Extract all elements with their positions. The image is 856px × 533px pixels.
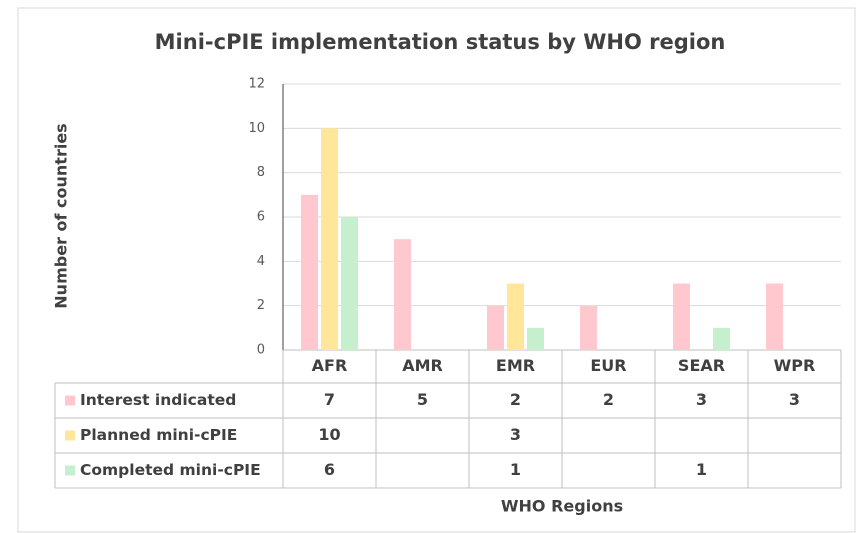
table-value: 1 — [510, 460, 521, 479]
y-tick-label: 8 — [257, 165, 265, 180]
chart-title: Mini-cPIE implementation status by WHO r… — [155, 30, 726, 54]
bar — [321, 128, 338, 350]
bar — [507, 283, 524, 350]
x-tick-label: WPR — [774, 356, 816, 375]
legend-swatch — [65, 395, 75, 406]
table-value: 6 — [324, 460, 335, 479]
legend-swatch — [65, 465, 75, 476]
bar — [713, 327, 730, 350]
bar — [527, 327, 544, 350]
bar — [766, 283, 783, 350]
y-tick-label: 0 — [257, 343, 265, 358]
table-value: 3 — [789, 390, 800, 409]
table-value: 5 — [417, 390, 428, 409]
legend-swatch — [65, 430, 75, 441]
x-tick-label: AFR — [312, 356, 348, 375]
y-tick-label: 12 — [248, 77, 265, 92]
bar — [341, 217, 358, 350]
table-value: 2 — [510, 390, 521, 409]
x-tick-label: AMR — [402, 356, 443, 375]
y-tick-label: 6 — [257, 210, 265, 225]
table-value: 3 — [510, 425, 521, 444]
y-tick-label: 2 — [257, 298, 265, 313]
table-value: 7 — [324, 390, 335, 409]
x-tick-label: EUR — [590, 356, 626, 375]
bar — [394, 239, 411, 350]
bar — [673, 283, 690, 350]
y-tick-label: 4 — [257, 254, 265, 269]
y-axis-label: Number of countries — [52, 123, 71, 308]
y-tick-label: 10 — [248, 121, 265, 136]
legend-label: Interest indicated — [80, 391, 236, 409]
bar — [301, 194, 318, 350]
chart-frame — [17, 7, 856, 533]
x-tick-label: EMR — [496, 356, 535, 375]
x-tick-label: SEAR — [678, 356, 725, 375]
x-axis-label: WHO Regions — [501, 497, 623, 516]
table-value: 10 — [318, 425, 340, 444]
legend-label: Planned mini-cPIE — [80, 426, 237, 444]
table-value: 2 — [603, 390, 614, 409]
bar — [580, 305, 597, 350]
table-value: 1 — [696, 460, 707, 479]
table-value: 3 — [696, 390, 707, 409]
bar — [487, 305, 504, 350]
legend-label: Completed mini-cPIE — [80, 461, 261, 479]
